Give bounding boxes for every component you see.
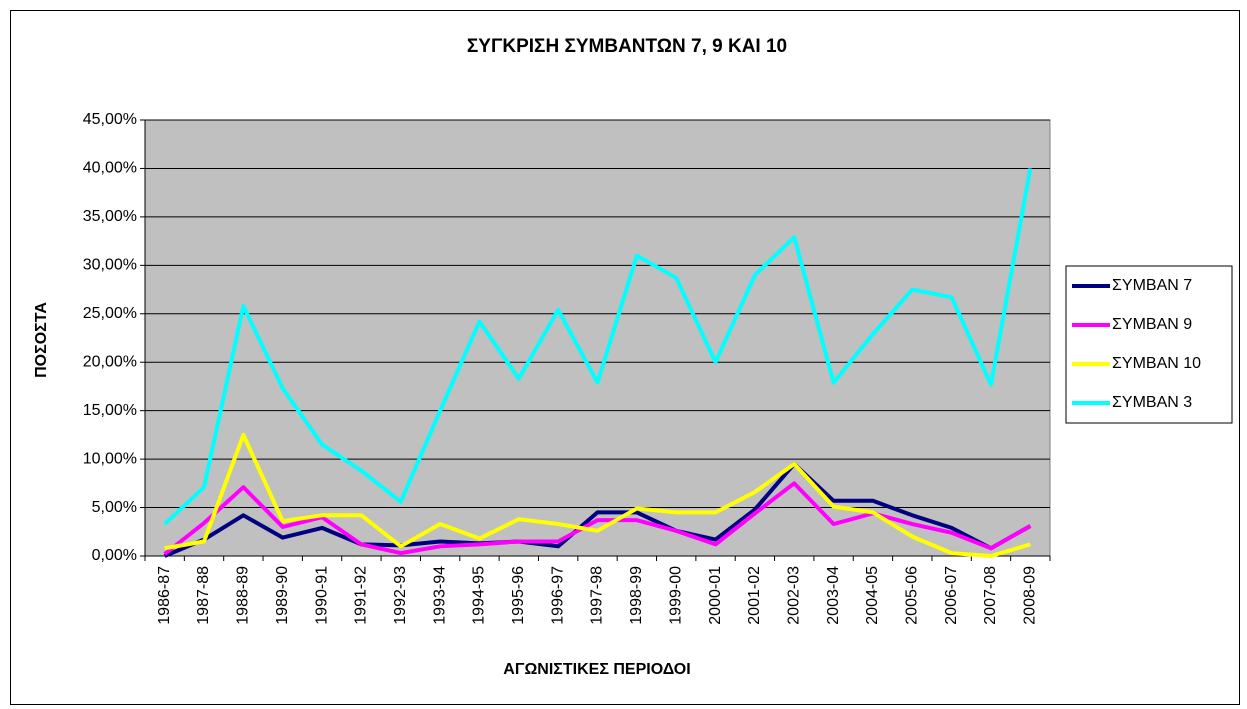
x-tick-label: 1994-95 (471, 566, 488, 625)
x-tick-label: 1988-89 (235, 566, 252, 625)
x-tick-label: 2000-01 (707, 566, 724, 625)
x-tick-label: 1990-91 (313, 566, 330, 625)
x-tick-label: 1999-00 (667, 566, 684, 625)
plot-area (144, 119, 1051, 557)
y-tick-label: 10,00% (83, 450, 137, 467)
y-tick-label: 30,00% (83, 257, 137, 274)
x-tick-label: 1992-93 (392, 566, 409, 625)
y-tick-label: 5,00% (92, 499, 137, 516)
x-tick-label: 1996-97 (549, 566, 566, 625)
x-tick-label: 2004-05 (864, 566, 881, 625)
y-axis-label: ΠΟΣΟΣΤΑ (33, 302, 50, 378)
x-tick-label: 1995-96 (510, 566, 527, 625)
x-tick-label: 1989-90 (274, 566, 291, 625)
x-tick-label: 1991-92 (353, 566, 370, 625)
x-tick-label: 1986-87 (156, 566, 173, 625)
y-tick-label: 20,00% (83, 353, 137, 370)
x-tick-label: 1993-94 (431, 566, 448, 625)
legend-label: ΣΥΜΒΑΝ 7 (1112, 277, 1192, 294)
x-tick-label: 2002-03 (785, 566, 802, 625)
y-tick-label: 35,00% (83, 208, 137, 225)
series-line (163, 481, 1032, 556)
series-line (164, 432, 1031, 558)
y-tick-label: 25,00% (83, 305, 137, 322)
x-tick-label: 2001-02 (746, 566, 763, 625)
legend-label: ΣΥΜΒΑΝ 10 (1112, 355, 1201, 372)
legend-label: ΣΥΜΒΑΝ 3 (1112, 394, 1192, 411)
x-axis-label: ΑΓΩΝΙΣΤΙΚΕΣ ΠΕΡΙΟΔΟΙ (503, 661, 690, 678)
series-line (163, 168, 1033, 526)
x-tick-label: 2008-09 (1022, 566, 1039, 625)
series-line (163, 461, 1032, 558)
y-tick-label: 15,00% (83, 402, 137, 419)
x-tick-label: 2003-04 (825, 566, 842, 625)
x-tick-label: 2007-08 (982, 566, 999, 625)
legend-box (1065, 265, 1233, 424)
legend-label: ΣΥΜΒΑΝ 9 (1112, 316, 1192, 333)
x-tick-label: 2005-06 (904, 566, 921, 625)
y-tick-label: 0,00% (92, 547, 137, 564)
x-tick-label: 1997-98 (589, 566, 606, 625)
chart-title: ΣΥΓΚΡΙΣΗ ΣΥΜΒΑΝΤΩΝ 7, 9 ΚΑΙ 10 (467, 36, 787, 57)
x-tick-label: 1998-99 (628, 566, 645, 625)
y-tick-label: 45,00% (83, 111, 137, 128)
y-tick-label: 40,00% (83, 160, 137, 177)
x-tick-label: 2006-07 (943, 566, 960, 625)
x-tick-label: 1987-88 (195, 566, 212, 625)
